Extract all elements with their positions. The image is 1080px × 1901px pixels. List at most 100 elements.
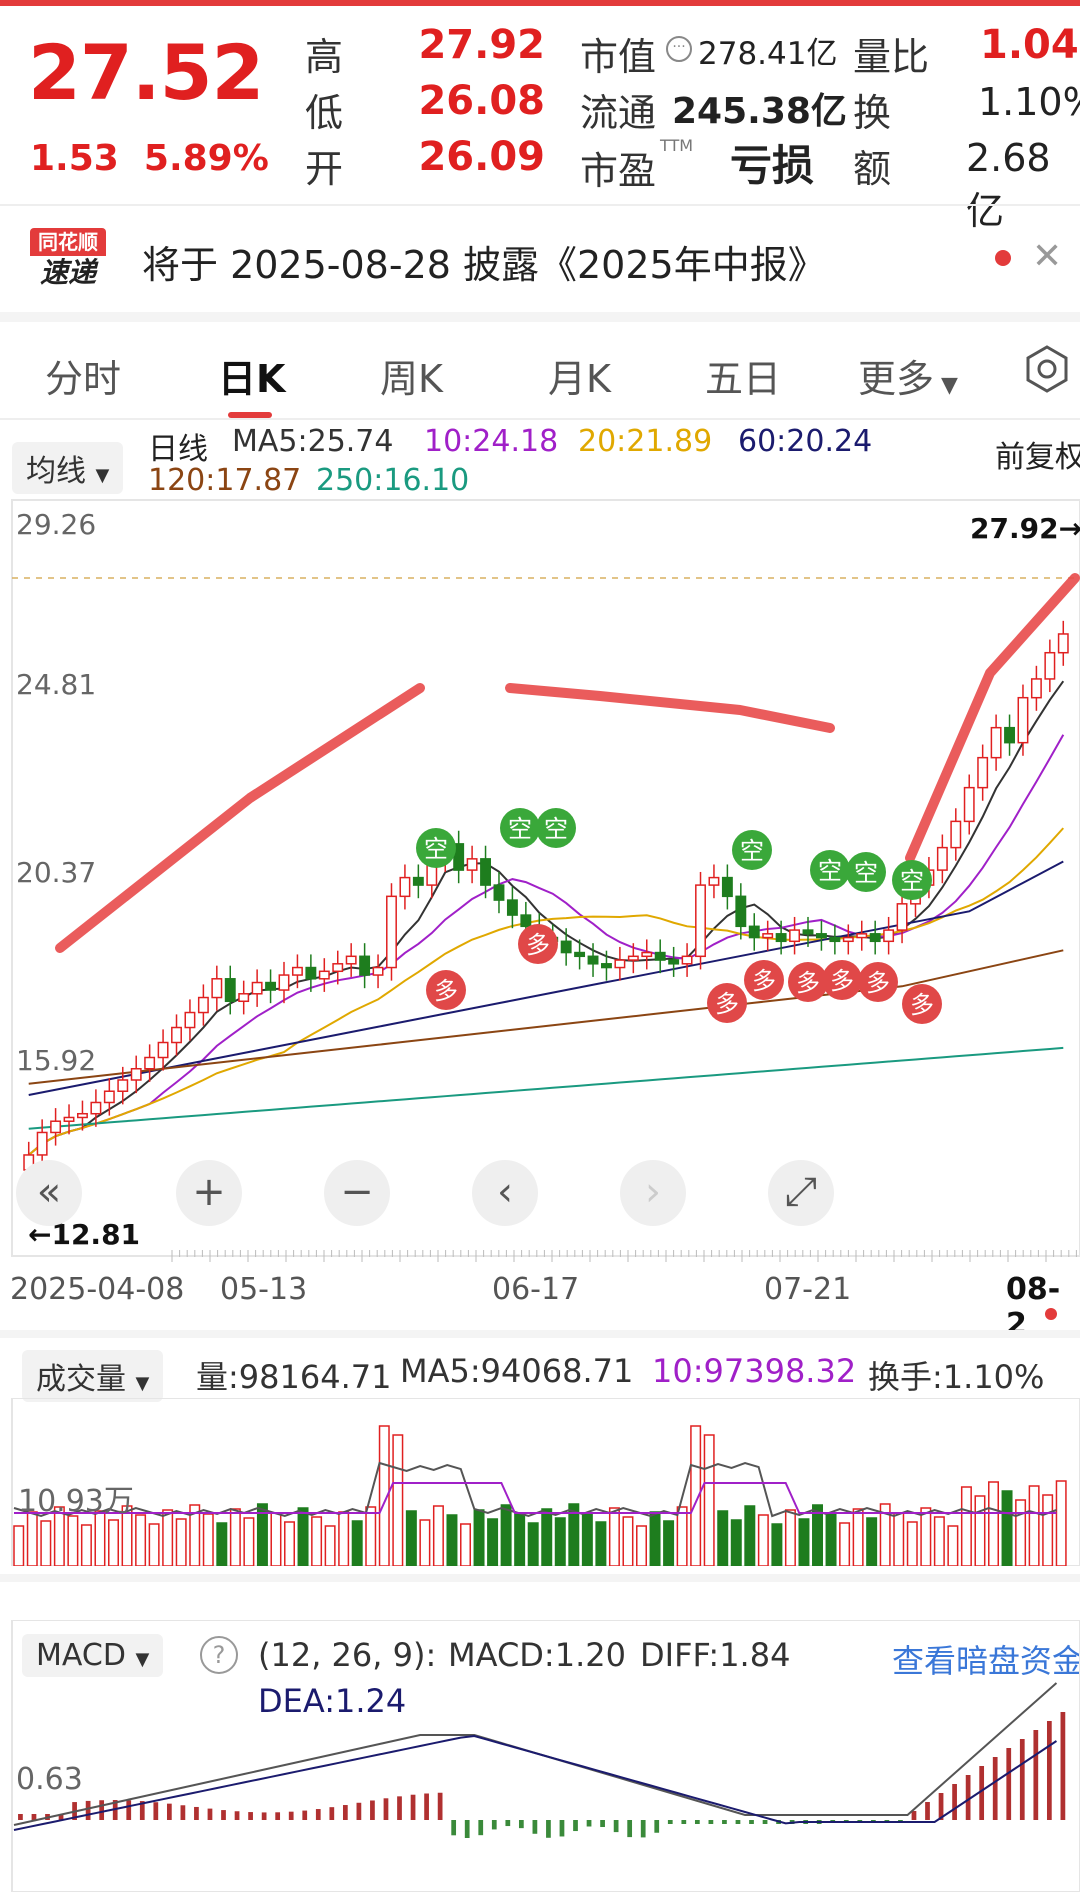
macd-histogram-bar <box>234 1811 240 1820</box>
macd-histogram-bar <box>1046 1721 1052 1820</box>
macd-y-tick: 0.63 <box>16 1762 83 1797</box>
settings-gear-icon[interactable] <box>1022 344 1072 394</box>
ma20-value: 20:21.89 <box>578 424 713 459</box>
volume-bar <box>162 1509 174 1566</box>
tab-five-day[interactable]: 五日 <box>705 357 782 401</box>
chevron-left-icon[interactable]: ‹ <box>472 1160 538 1226</box>
long-signal-bubble <box>744 960 784 1000</box>
macd-histogram-bar <box>735 1820 741 1824</box>
volume-bar <box>636 1525 647 1566</box>
scroll-left-fast-icon[interactable]: « <box>16 1160 82 1226</box>
macd-histogram-bar <box>18 1814 23 1820</box>
volume-bar <box>365 1506 377 1566</box>
macd-histogram-bar <box>911 1811 917 1820</box>
candle-body <box>506 899 518 916</box>
tab-daily-k[interactable]: 日K <box>218 357 286 401</box>
macd-histogram-bar <box>194 1806 199 1820</box>
candle-body <box>936 846 948 871</box>
volume-bar <box>784 1509 796 1566</box>
adjust-mode[interactable]: 前复权 <box>995 440 1080 475</box>
zoom-in-icon[interactable]: + <box>176 1160 242 1226</box>
macd-histogram-bar <box>329 1807 335 1820</box>
candle-body <box>990 726 1002 759</box>
candle-body <box>1057 633 1069 654</box>
help-icon[interactable]: ? <box>200 1636 238 1674</box>
ma10-value: 10:24.18 <box>424 424 559 459</box>
macd-histogram-bar <box>518 1820 524 1829</box>
volume-bar <box>730 1519 742 1566</box>
volume-bar <box>324 1525 336 1566</box>
candle-body <box>278 974 290 991</box>
chevron-down-icon: ▼ <box>95 465 110 486</box>
volume-bar <box>229 1508 241 1566</box>
candle-body <box>305 966 317 980</box>
candle-body <box>762 933 774 939</box>
candle-body <box>654 951 666 961</box>
market-cap-label: 市值 <box>580 35 657 79</box>
ma-selector[interactable]: 均线 ▼ <box>12 442 124 494</box>
macd-histogram-bar <box>640 1820 646 1838</box>
close-icon[interactable]: ✕ <box>1032 236 1063 277</box>
macd-histogram-bar <box>952 1784 957 1820</box>
volume-bar <box>392 1434 404 1566</box>
volume-bar <box>839 1522 851 1566</box>
kline-chart[interactable]: 空空 空空空空空多多多多多多多多 <box>0 498 1080 1258</box>
macd-histogram-bar <box>627 1820 633 1838</box>
macd-histogram-bar <box>356 1802 362 1820</box>
volume-bar <box>879 1503 891 1566</box>
short-signal-bubble <box>892 860 932 900</box>
volume-bar <box>40 1520 52 1566</box>
macd-histogram-bar <box>573 1820 578 1832</box>
dark-pool-link[interactable]: 查看暗盘资金 <box>892 1642 1080 1680</box>
macd-histogram-bar <box>58 1814 64 1820</box>
zoom-out-icon[interactable]: − <box>324 1160 390 1226</box>
candle-body <box>695 884 706 958</box>
price-change: 1.53 5.89% <box>30 138 269 179</box>
x-tick: 07-21 <box>764 1272 852 1307</box>
report-notice[interactable]: 将于 2025-08-28 披露《2025年中报》 <box>142 243 826 287</box>
macd-chart[interactable] <box>0 1620 1080 1892</box>
fullscreen-icon[interactable]: ⤢ <box>768 1160 834 1226</box>
short-signal-label: 空 <box>544 815 568 843</box>
macd-histogram-bar <box>722 1820 727 1824</box>
candle-body <box>869 933 881 943</box>
tab-weekly-k[interactable]: 周K <box>380 357 443 401</box>
divider <box>0 1330 1080 1338</box>
macd-histogram-bar <box>410 1794 416 1820</box>
y-tick: 15.92 <box>16 1044 97 1077</box>
macd-histogram-bar <box>965 1775 971 1820</box>
macd-value: MACD:1.20 <box>448 1636 626 1674</box>
candle-body <box>520 914 532 928</box>
candle-body <box>211 978 223 999</box>
tab-intraday[interactable]: 分时 <box>45 357 122 401</box>
tab-more[interactable]: 更多 ▼ <box>858 357 958 401</box>
float-cap-label: 流通 <box>580 91 657 135</box>
y-tick: 29.26 <box>16 508 97 541</box>
info-icon[interactable]: ··· <box>666 36 692 62</box>
trend-line-breakout <box>905 573 1080 863</box>
short-signal-label: 空 <box>740 837 764 865</box>
macd-histogram-bar <box>207 1808 213 1820</box>
current-date-dot-icon <box>1045 1308 1057 1320</box>
open-value: 26.09 <box>418 134 545 180</box>
chevron-down-icon: ▼ <box>934 373 958 398</box>
candle-body <box>883 929 895 943</box>
tab-monthly-k[interactable]: 月K <box>548 357 611 401</box>
candle-body <box>1017 696 1029 744</box>
volume-bar <box>988 1481 999 1566</box>
macd-selector[interactable]: MACD ▼ <box>22 1634 164 1677</box>
ma120-value: 120:17.87 <box>148 463 302 498</box>
candle-body <box>574 951 586 958</box>
candle-body <box>977 756 989 789</box>
volume-chart[interactable] <box>0 1398 1080 1566</box>
volume-selector[interactable]: 成交量 ▼ <box>22 1350 164 1402</box>
candle-body <box>265 981 277 991</box>
volume-bar <box>757 1514 769 1566</box>
macd-histogram-bar <box>248 1812 253 1820</box>
macd-histogram-bar <box>153 1802 159 1820</box>
candle-body <box>399 876 411 898</box>
volume-ratio-label: 量比 <box>853 35 930 79</box>
volume-ma5-line <box>13 1461 1057 1518</box>
chevron-right-icon[interactable]: › <box>620 1160 686 1226</box>
macd-histogram-bar <box>694 1820 700 1824</box>
